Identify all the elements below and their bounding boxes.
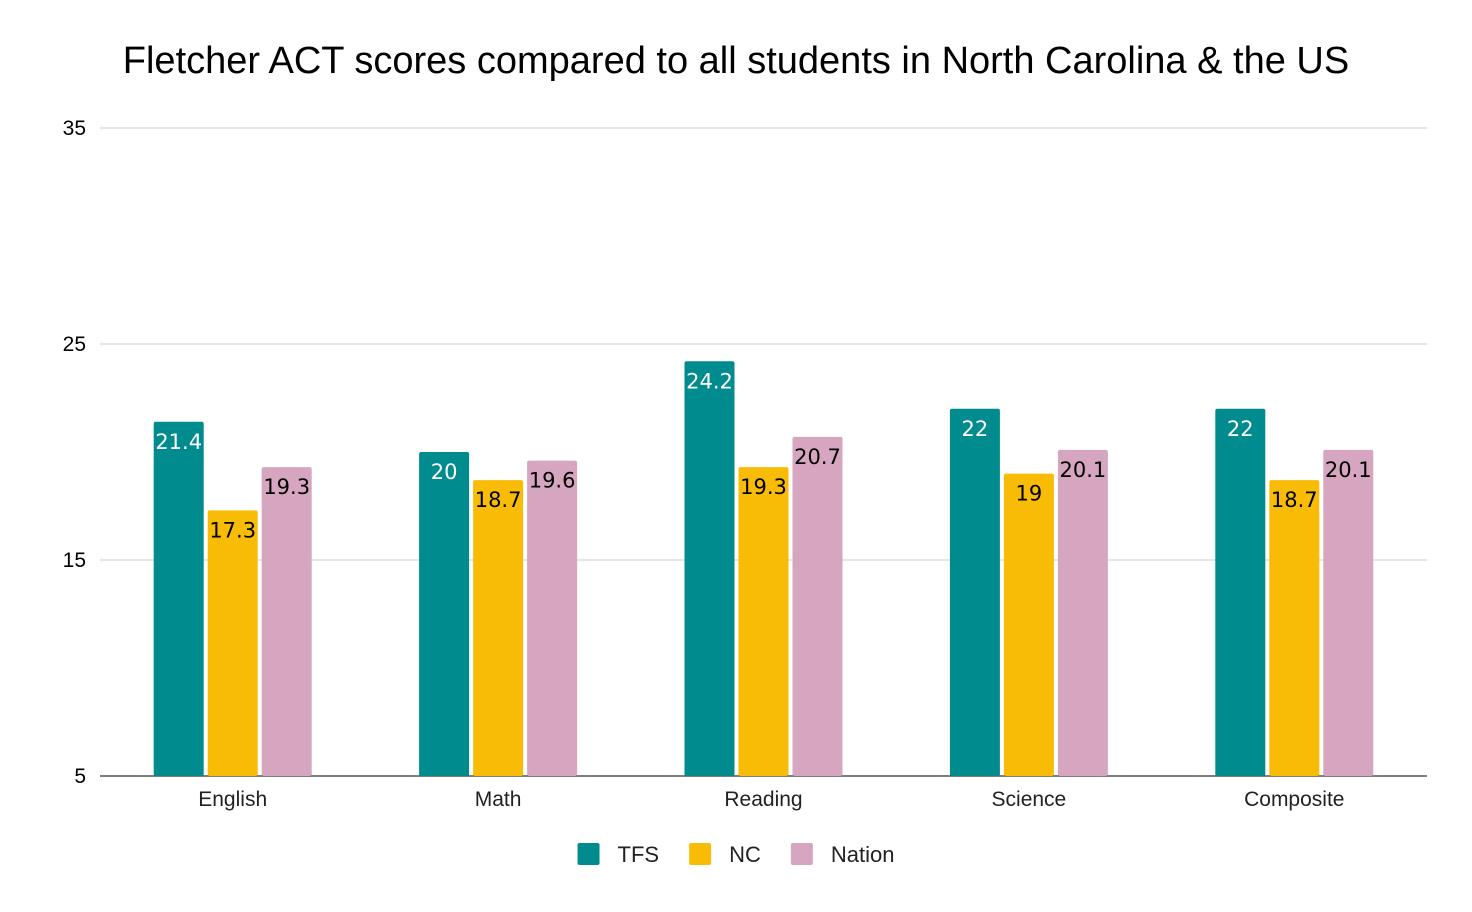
data-label: 20 — [431, 460, 458, 484]
bar-nation-composite — [1323, 449, 1374, 776]
data-label: 18.7 — [1271, 488, 1318, 512]
legend-swatch-tfs — [577, 843, 600, 865]
x-category-label: Science — [992, 788, 1067, 811]
data-label: 20.7 — [794, 445, 841, 469]
x-category-label: Reading — [724, 788, 802, 811]
x-axis-category-labels: English Math Reading Science Composite — [198, 788, 1344, 811]
bar-nation-math — [527, 460, 578, 776]
data-label: 22 — [962, 417, 989, 441]
data-label: 19.6 — [529, 469, 576, 493]
bar-tfs-english — [153, 421, 204, 776]
data-label: 19.3 — [740, 475, 787, 499]
data-label: 20.1 — [1060, 458, 1107, 482]
y-tick-label: 25 — [63, 333, 86, 356]
legend: TFS NC Nation — [577, 842, 895, 867]
y-tick-label: 15 — [63, 549, 86, 572]
bar-nc-science — [1003, 473, 1054, 776]
legend-swatch-nc — [689, 843, 712, 865]
bar-nc-composite — [1269, 480, 1320, 776]
data-label: 21.4 — [155, 430, 202, 454]
data-label: 24.2 — [686, 369, 733, 393]
bar-tfs-science — [949, 408, 1000, 776]
legend-swatch-nation — [790, 843, 813, 865]
data-label: 18.7 — [475, 488, 522, 512]
y-tick-label: 5 — [74, 765, 86, 788]
x-category-label: Composite — [1244, 788, 1344, 811]
bar-nc-math — [473, 480, 524, 776]
bar-nation-english — [261, 467, 312, 776]
bar-nation-reading — [792, 436, 843, 776]
legend-label: NC — [729, 842, 761, 867]
bar-nc-english — [207, 510, 258, 776]
legend-label: Nation — [831, 842, 895, 867]
legend-label: TFS — [618, 842, 660, 867]
bar-nc-reading — [738, 467, 789, 776]
bar-tfs-math — [419, 452, 470, 776]
data-label: 19 — [1016, 482, 1043, 506]
y-axis-tick-labels: 5 15 25 35 — [63, 117, 86, 788]
data-label: 17.3 — [209, 518, 256, 542]
bar-nation-science — [1057, 449, 1108, 776]
chart-title: Fletcher ACT scores compared to all stud… — [122, 40, 1350, 82]
bar-tfs-composite — [1215, 408, 1266, 776]
bar-data-labels: 21.4 17.3 19.3 20 18.7 19.6 24.2 19.3 20.7 22 19 20… — [155, 369, 1371, 542]
bars — [153, 361, 1374, 776]
bar-tfs-reading — [684, 361, 735, 776]
data-label: 22 — [1227, 417, 1254, 441]
x-category-label: English — [198, 788, 267, 811]
data-label: 20.1 — [1325, 458, 1372, 482]
x-category-label: Math — [475, 788, 522, 811]
y-tick-label: 35 — [63, 117, 86, 140]
data-label: 19.3 — [263, 475, 310, 499]
